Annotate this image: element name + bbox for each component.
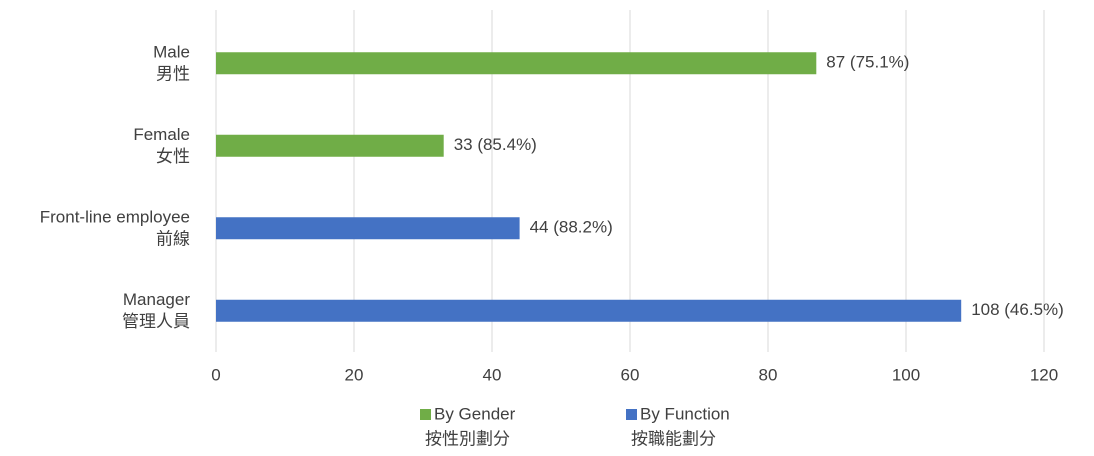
y-tick-label: 前線 xyxy=(156,230,190,249)
bar xyxy=(216,52,817,75)
y-tick-label: 管理人員 xyxy=(122,312,190,331)
legend-swatch xyxy=(626,409,637,420)
x-tick-label: 120 xyxy=(1030,365,1058,384)
legend-label: By Gender xyxy=(434,404,516,423)
x-tick-label: 80 xyxy=(759,365,778,384)
legend-swatch xyxy=(420,409,431,420)
bar xyxy=(216,134,444,157)
x-tick-label: 20 xyxy=(345,365,364,384)
data-label: 33 (85.4%) xyxy=(454,135,537,154)
data-label: 108 (46.5%) xyxy=(971,300,1064,319)
legend-label: 按職能劃分 xyxy=(631,429,716,448)
bar xyxy=(216,299,962,322)
y-tick-label: Manager xyxy=(123,290,190,309)
x-tick-label: 40 xyxy=(483,365,502,384)
x-tick-label: 100 xyxy=(892,365,920,384)
y-tick-label: Front-line employee xyxy=(40,208,190,227)
x-tick-label: 60 xyxy=(621,365,640,384)
x-tick-label: 0 xyxy=(211,365,220,384)
bar xyxy=(216,217,520,240)
y-tick-label: 男性 xyxy=(156,65,190,84)
data-label: 87 (75.1%) xyxy=(826,53,909,72)
y-tick-label: Female xyxy=(133,125,190,144)
y-tick-label: Male xyxy=(153,43,190,62)
legend-label: By Function xyxy=(640,404,730,423)
legend-label: 按性別劃分 xyxy=(425,429,510,448)
data-label: 44 (88.2%) xyxy=(530,218,613,237)
y-tick-label: 女性 xyxy=(156,147,190,166)
